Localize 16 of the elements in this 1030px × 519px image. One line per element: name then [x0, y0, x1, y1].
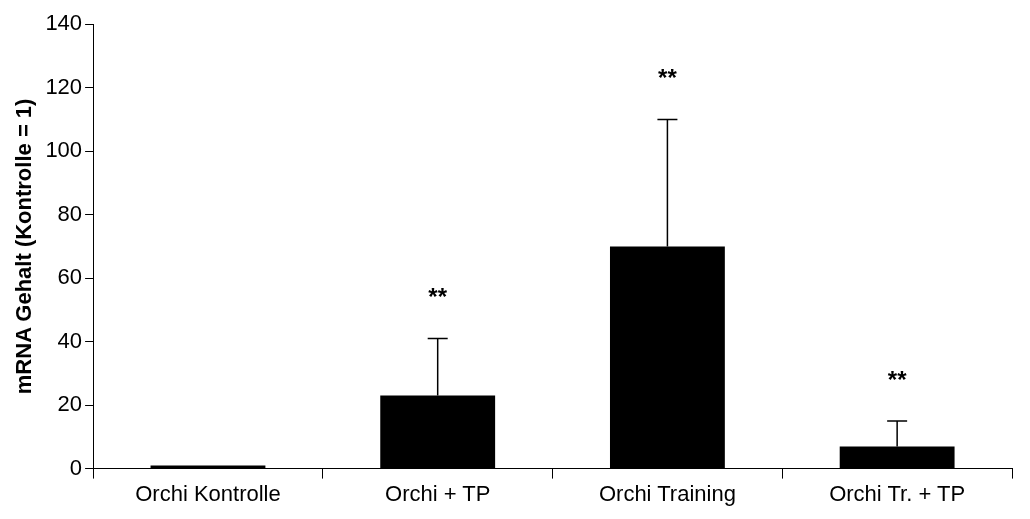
- annotation: **: [428, 283, 448, 311]
- y-tick-label: 140: [45, 10, 83, 36]
- y-tick-label: 40: [57, 327, 83, 353]
- x-tick-label: Orchi Tr. + TP: [829, 480, 966, 506]
- x-tick-label: Orchi Training: [598, 480, 736, 506]
- x-tick-label: Orchi Kontrolle: [135, 480, 281, 506]
- y-axis-title: mRNA Gehalt (Kontrolle = 1): [11, 98, 37, 395]
- y-tick-label: 120: [45, 73, 83, 99]
- x-tick-label: Orchi + TP: [385, 480, 491, 506]
- y-tick-label: 80: [57, 200, 83, 226]
- y-tick-label: 0: [69, 454, 83, 480]
- y-tick-label: 60: [57, 264, 83, 290]
- annotation: **: [658, 64, 678, 92]
- annotation: **: [887, 365, 908, 393]
- y-tick-label: 100: [45, 137, 83, 163]
- y-tick-label: 20: [57, 391, 83, 417]
